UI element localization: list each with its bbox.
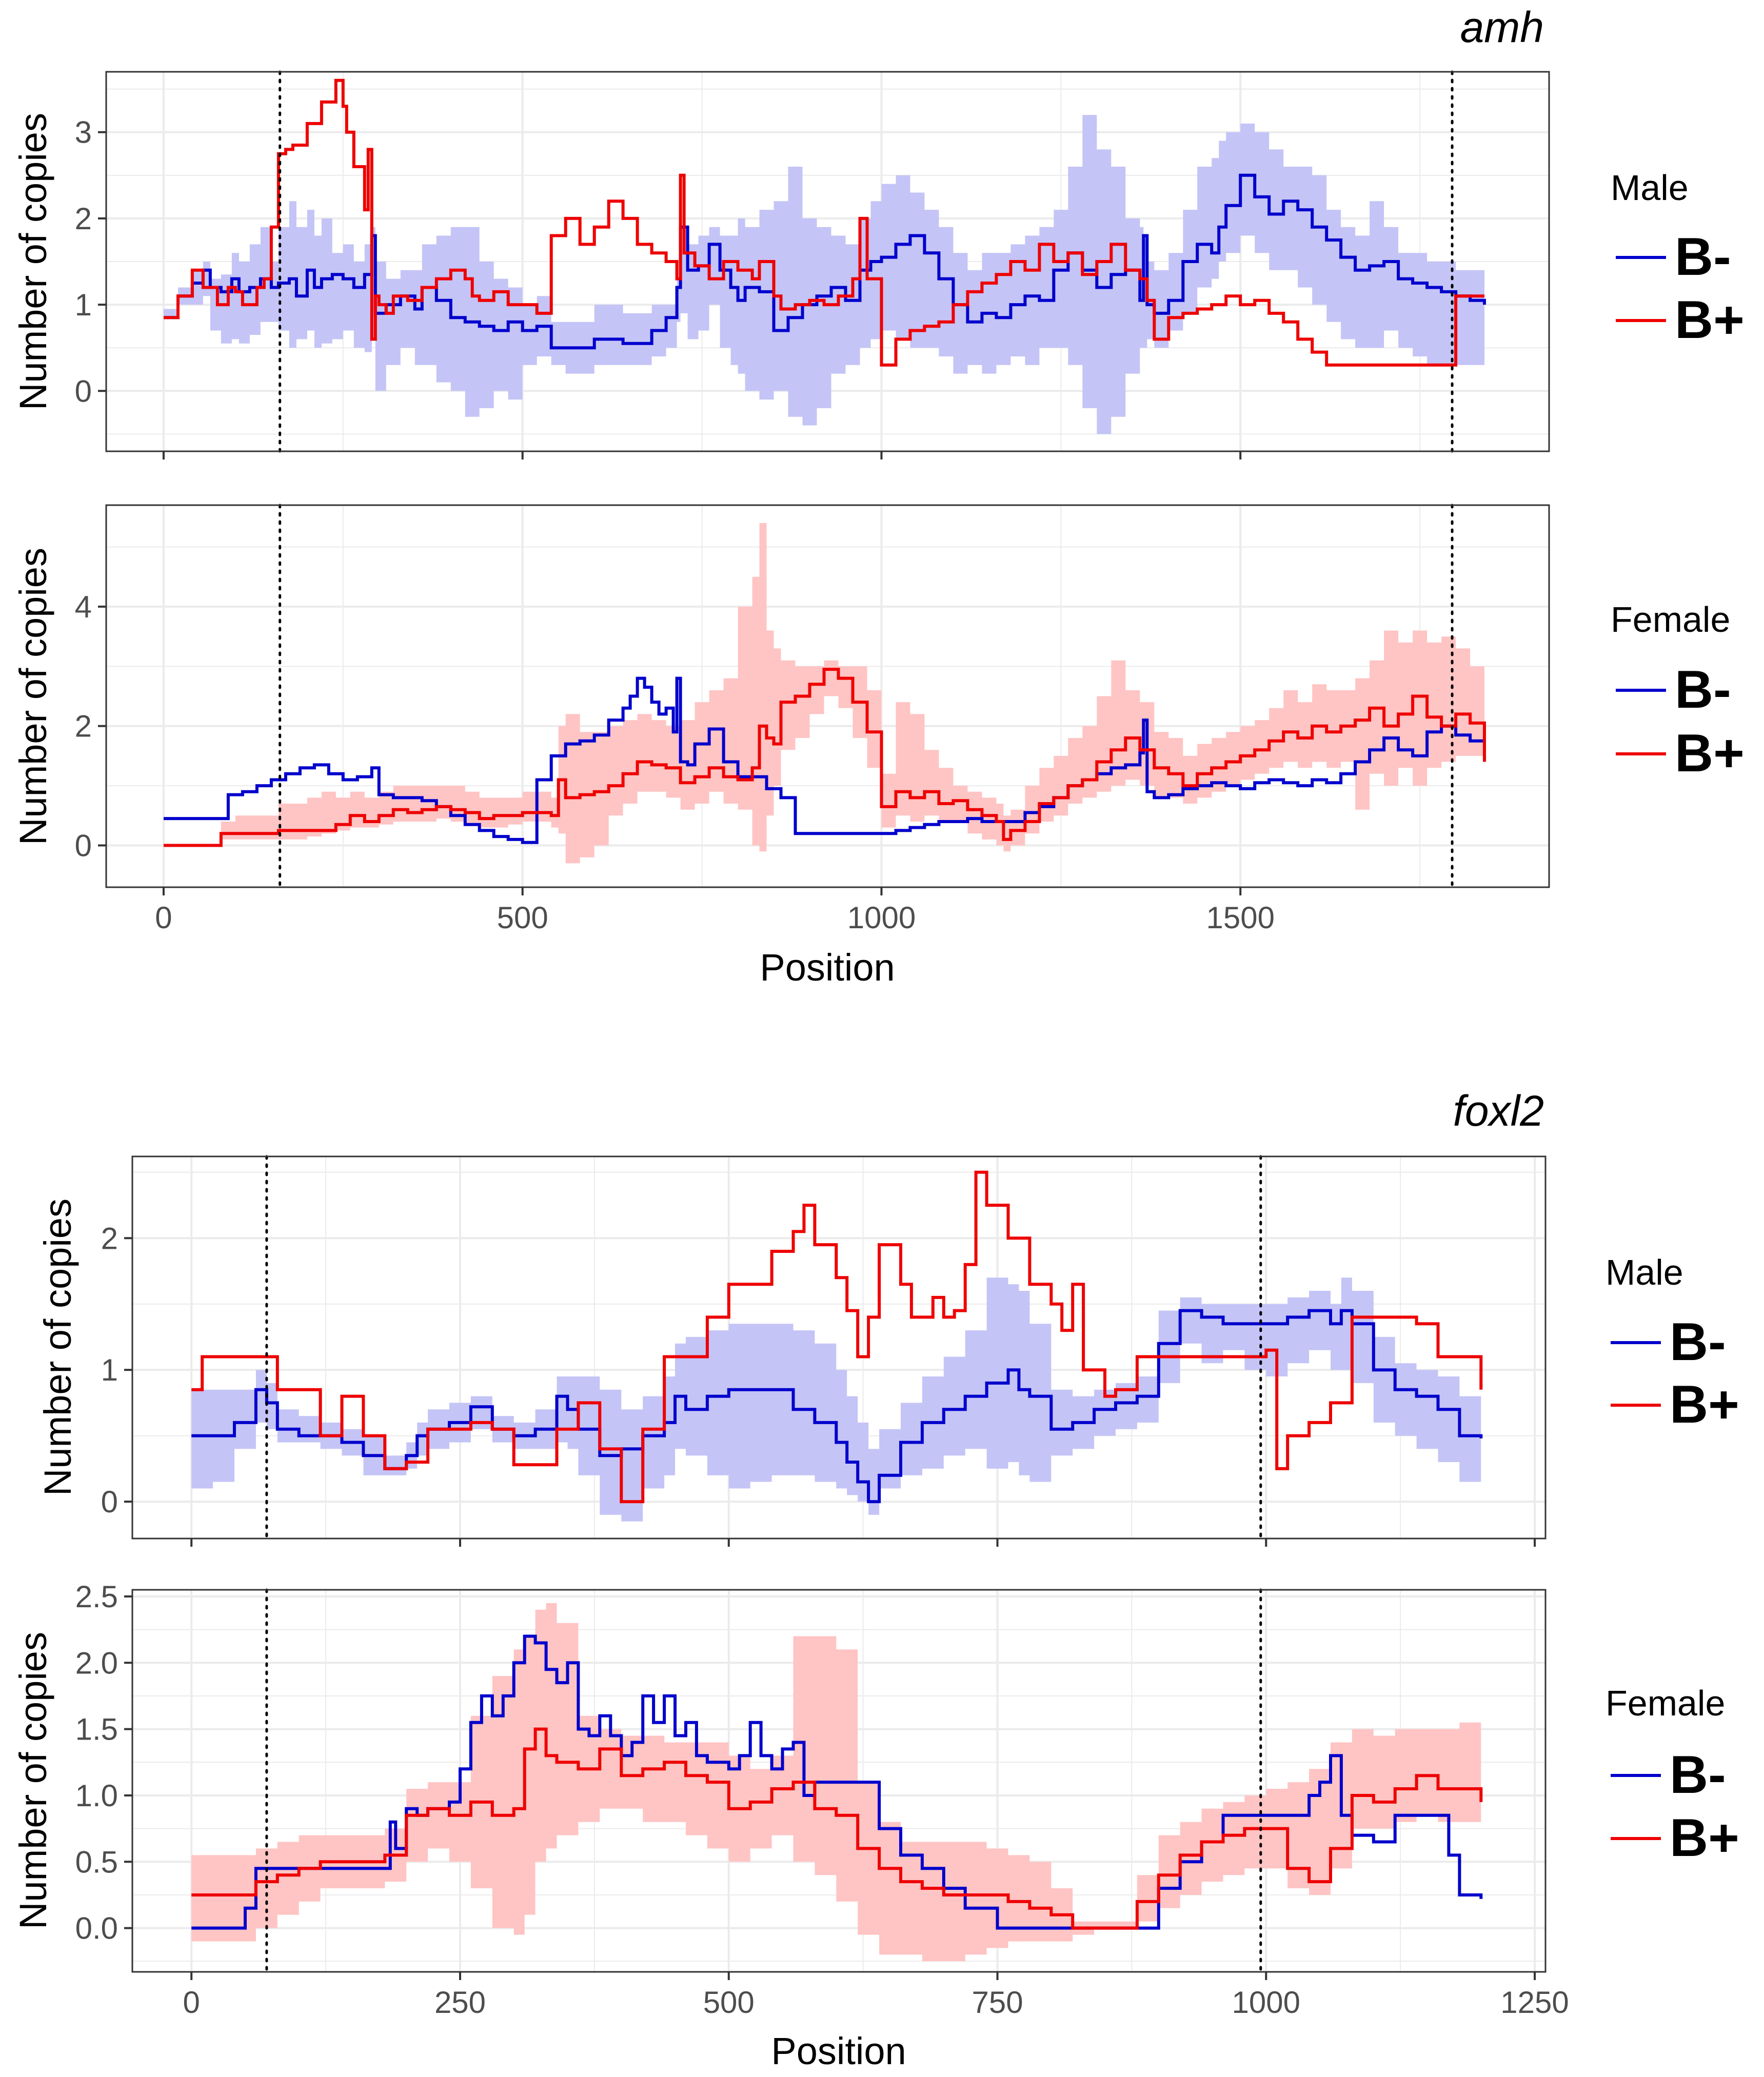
legend-foxl2-male: Male B- B+ [1606,1252,1739,1434]
line-b-minus [164,676,1484,844]
legend-label-b-plus: B+ [1670,1808,1739,1868]
y-axis-ticks: 0 2 4 [75,590,106,863]
y-axis-title: Number of copies [12,113,54,410]
gene-title-foxl2: foxl2 [1453,1087,1544,1135]
line-b-minus [191,1634,1483,1930]
line-b-plus [164,668,1486,847]
series-line [191,1727,1483,1930]
y-axis-title: Number of copies [36,1199,79,1496]
line-b-plus [191,1727,1483,1930]
confidence-ribbon [164,523,1484,864]
confidence-ribbon [164,115,1484,434]
x-tick-label: 1500 [1206,901,1274,935]
legend-foxl2-female: Female B- B+ [1606,1683,1739,1868]
series-line [191,1634,1483,1930]
x-axis-ticks [190,1539,1536,1547]
x-axis-ticks: 0 250 500 750 1000 1250 [183,1972,1569,2020]
y-tick-label: 0 [75,374,92,408]
x-tick-label: 0 [183,1985,200,2020]
reference-lines [265,1155,1262,1540]
legend-label-b-plus: B+ [1675,290,1745,350]
series-line [164,676,1484,844]
y-tick-label: 1.0 [75,1779,118,1813]
legend-label-b-plus: B+ [1675,724,1745,783]
panel-border [105,504,1550,888]
legend-title: Female [1606,1683,1725,1723]
y-tick-label: 3 [75,115,92,150]
confidence-ribbon [191,1277,1481,1522]
reference-lines [279,504,1454,889]
x-tick-label: 250 [434,1985,486,2020]
y-tick-label: 1.5 [75,1712,118,1747]
panel-foxl2-female: 0 250 500 750 1000 1250 0.0 0.5 1.0 1.5 2.0 2.5 Nu… [12,1580,1569,2020]
x-tick-label: 1250 [1500,1985,1569,2020]
legend-label-b-minus: B- [1670,1312,1726,1372]
y-axis-title: Number of copies [12,1632,54,1929]
x-tick-label: 750 [972,1985,1023,2020]
panel-amh-male: 0 1 2 3 Number of copies [12,70,1550,460]
panel-border [131,1155,1547,1540]
panel-border [105,71,1550,452]
y-tick-label: 0.0 [75,1911,118,1946]
x-tick-label: 500 [703,1985,755,2020]
y-tick-label: 2 [101,1221,118,1255]
ribbon-b-minus [191,1277,1481,1522]
series-line [164,668,1486,847]
ribbon-b-plus [164,523,1484,864]
legend-label-b-minus: B- [1675,660,1731,720]
y-tick-label: 2.0 [75,1646,118,1680]
x-axis-title-foxl2: Position [771,2030,906,2072]
legend-title: Male [1606,1252,1683,1292]
y-axis-title: Number of copies [12,548,54,845]
y-tick-label: 0 [101,1485,118,1519]
ribbon-b-minus [164,115,1484,434]
y-axis-ticks: 0 1 2 3 [75,115,106,408]
gene-title-amh: amh [1460,3,1544,51]
x-axis-ticks [162,451,1242,460]
line-b-plus [164,78,1484,367]
y-tick-label: 1 [75,288,92,322]
y-tick-label: 1 [101,1353,118,1387]
reference-lines [265,1588,1262,1973]
line-b-minus [191,1309,1483,1504]
x-tick-label: 1000 [1232,1985,1300,2020]
line-b-minus [164,173,1486,350]
x-axis-title-amh: Position [760,946,895,989]
panel-amh-female: 0 500 1000 1500 0 2 4 Number of copies [12,504,1550,935]
y-tick-label: 2 [75,202,92,236]
legend-amh-female: Female B- B+ [1611,600,1745,783]
series-line [164,78,1484,367]
legend-title: Female [1611,600,1730,640]
y-tick-label: 2 [75,709,92,744]
x-tick-label: 0 [155,901,172,935]
legend-amh-male: Male B- B+ [1611,168,1745,350]
x-tick-label: 1000 [847,901,916,935]
series-line [164,173,1486,350]
panel-foxl2-male: 0 1 2 Number of copies [36,1155,1547,1547]
legend-label-b-plus: B+ [1670,1375,1739,1434]
reference-lines [279,70,1454,453]
y-tick-label: 0 [75,829,92,863]
legend-label-b-minus: B- [1670,1745,1726,1805]
series-line [191,1170,1483,1504]
panel-border [131,1589,1547,1973]
legend-label-b-minus: B- [1675,227,1731,287]
y-axis-ticks: 0 1 2 [101,1221,132,1519]
y-tick-label: 0.5 [75,1845,118,1879]
legend-title: Male [1611,168,1689,208]
y-tick-label: 2.5 [75,1580,118,1614]
x-axis-ticks: 0 500 1000 1500 [155,887,1275,935]
y-tick-label: 4 [75,590,92,624]
series-line [191,1309,1483,1504]
x-tick-label: 500 [497,901,548,935]
line-b-plus [191,1170,1483,1504]
y-axis-ticks: 0.0 0.5 1.0 1.5 2.0 2.5 [75,1580,132,1946]
